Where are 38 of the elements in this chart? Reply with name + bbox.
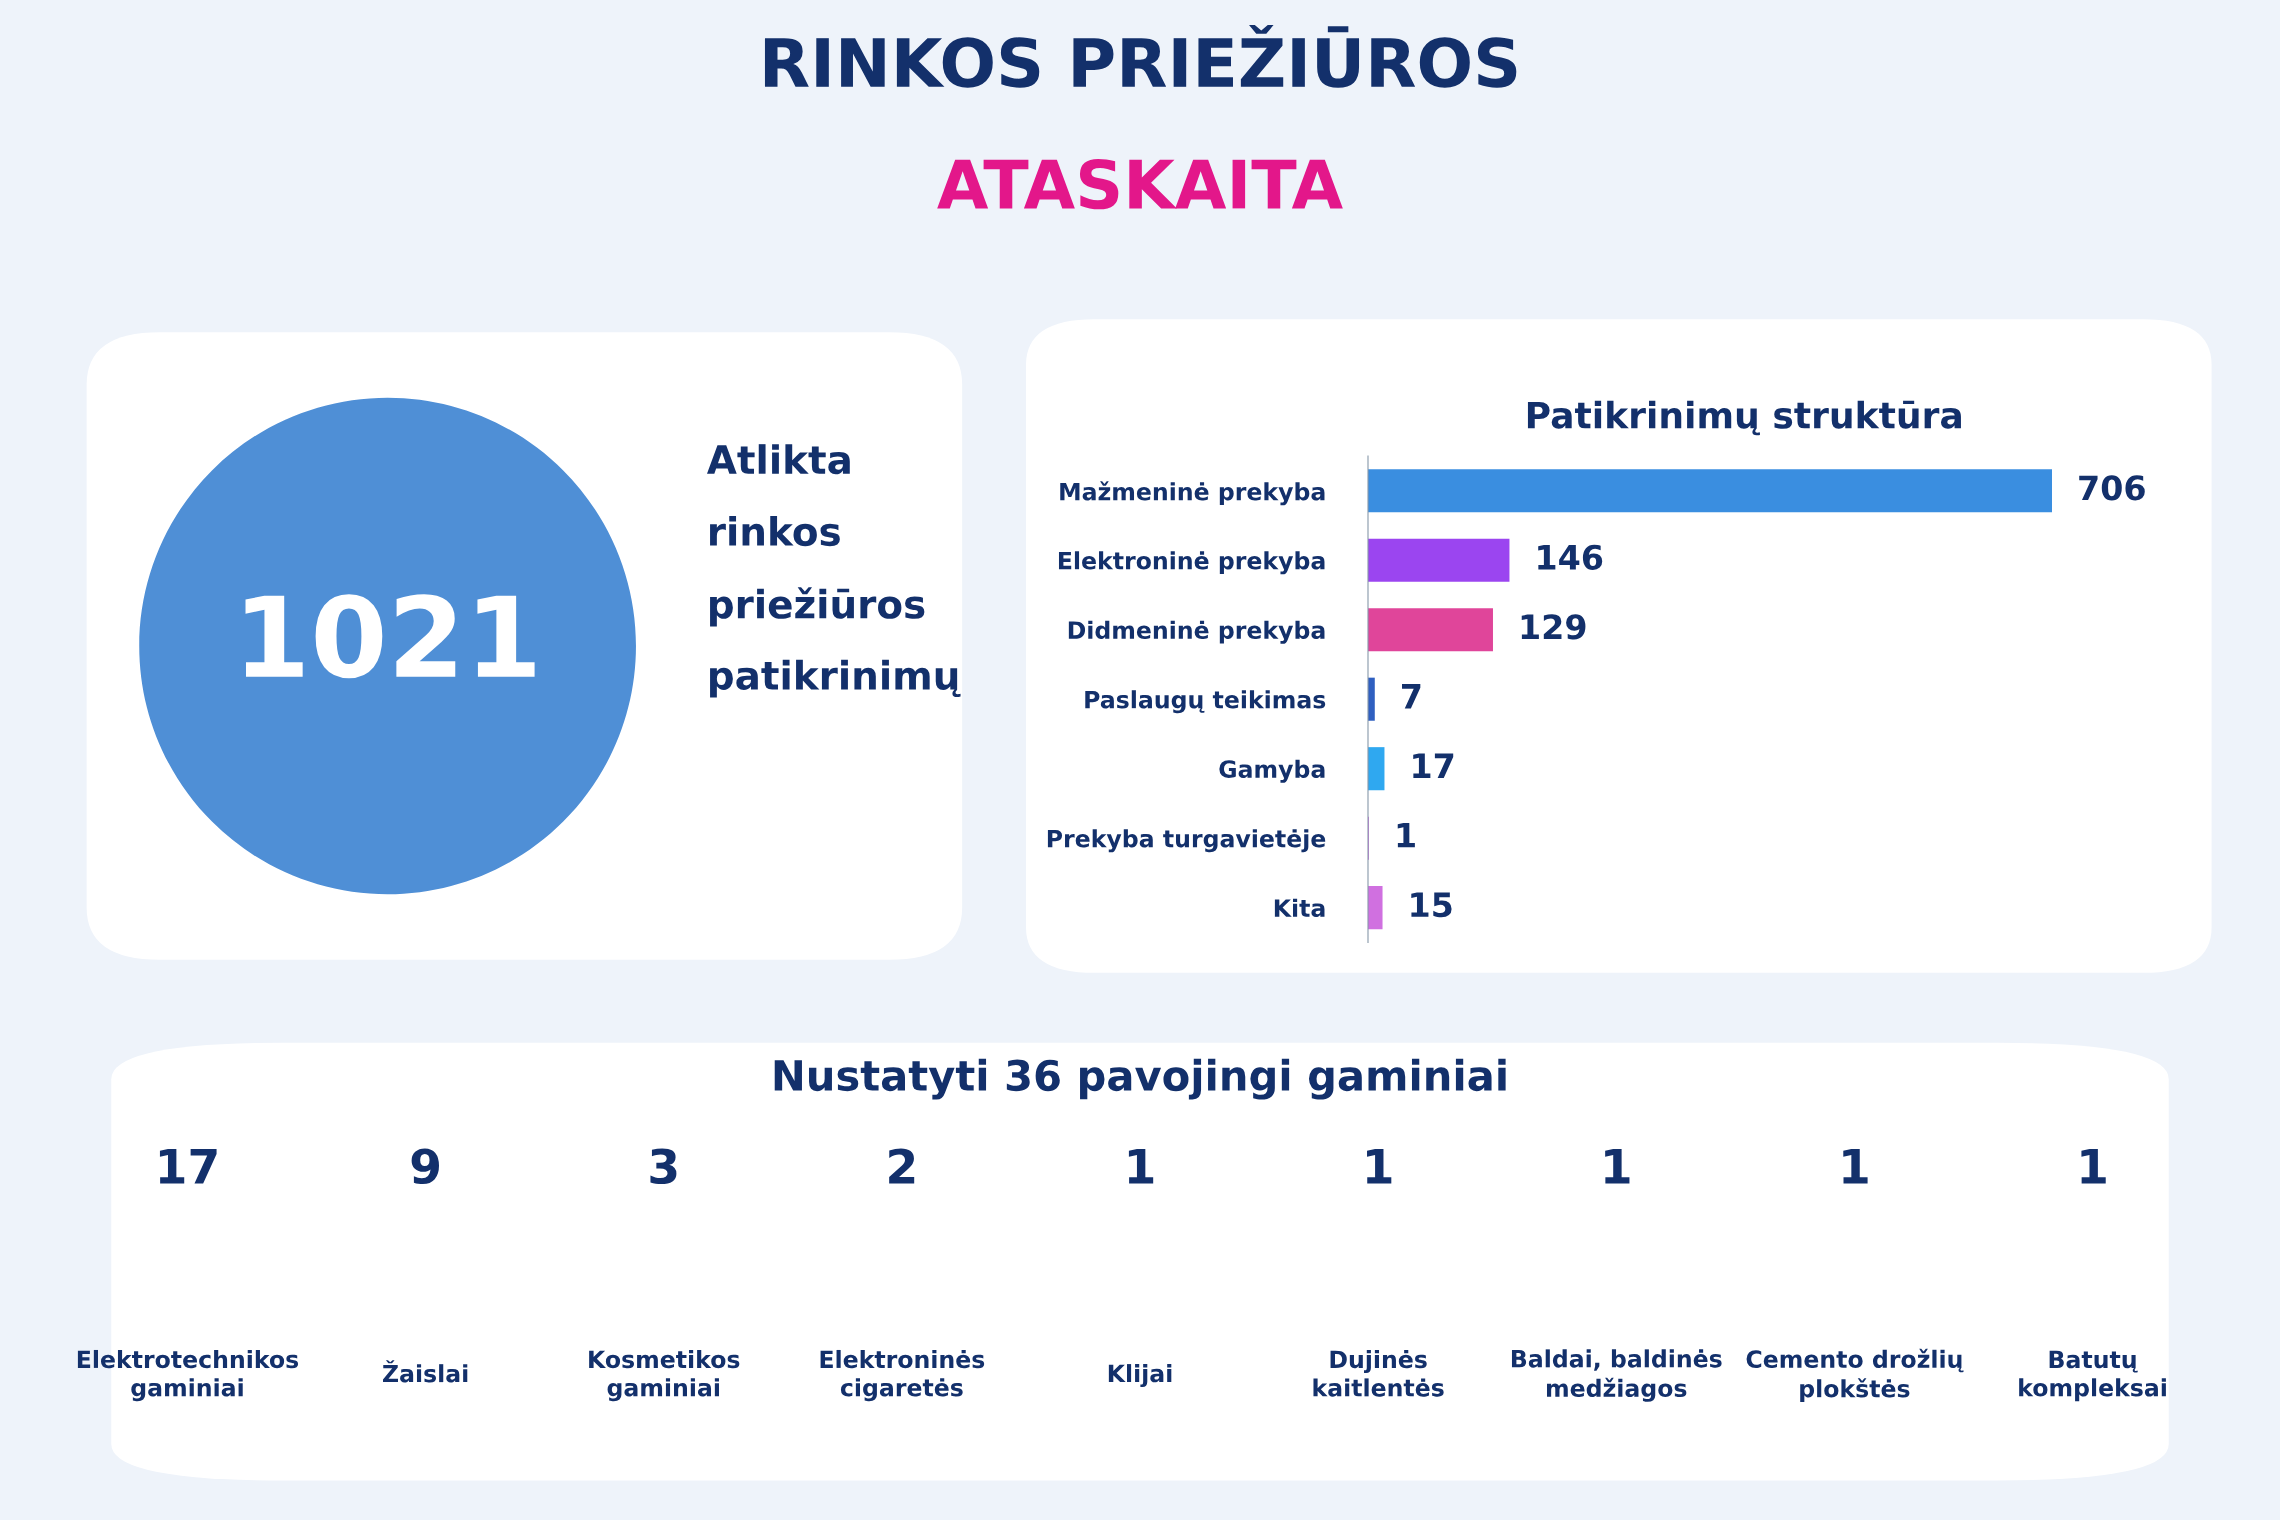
y-tick-label: Paslaugų teikimas [1085,690,1326,714]
data-label: 17 [1413,753,1454,778]
category-label: Cemento drožlių plokštės [1746,1348,1964,1403]
category-label: Žaislai [383,1360,468,1383]
text: Nustatyti 36 pavojingi gaminiai [774,1058,1506,1100]
data-label: 2 [889,1148,915,1184]
data-label: 146 [1538,544,1603,570]
category-label: Dujinės kaitlentės [1313,1349,1444,1397]
text: 1021 [245,594,535,679]
y-tick-label: Elektroninė prekyba [1058,551,1325,575]
category-label: Elektrotechnikos gaminiai [77,1349,299,1402]
text: Atlikta rinkos priežiūros patikrinimų [706,444,961,698]
y-tick-label: Prekyba turgavietėje [1047,829,1326,853]
text: RINKOS PRIEŽIŪROS [764,25,1517,88]
data-label: 1 [1367,1149,1392,1184]
category-label: Batutų kompleksai [2019,1350,2166,1402]
data-label: 1 [1605,1149,1630,1184]
data-label: 7 [1402,684,1421,709]
chart-title: Patikrinimų struktūra [1527,400,1961,436]
category-label: Kosmetikos gaminiai [589,1349,740,1402]
y-tick-label: Didmeninė prekyba [1068,620,1325,644]
data-label: 1 [2081,1149,2106,1184]
category-label: Baldai, baldinės medžiagos [1511,1349,1722,1402]
y-tick-label: Gamyba [1219,759,1325,783]
category-label: Elektroninės cigaretės [820,1349,985,1402]
data-label: 706 [2079,475,2145,501]
data-label: 17 [159,1149,217,1184]
data-label: 129 [1521,614,1586,640]
text: ATASKAITA [937,158,1343,210]
data-label: 1 [1397,823,1415,848]
data-label: 15 [1411,892,1452,918]
category-label: Klijai [1108,1364,1172,1388]
data-label: 3 [650,1148,677,1185]
data-label: 1 [1843,1149,1868,1184]
y-tick-label: Kita [1274,898,1325,917]
data-label: 1 [1128,1149,1154,1184]
data-label: 9 [411,1148,440,1185]
y-tick-label: Mažmeninė prekyba [1060,481,1325,506]
